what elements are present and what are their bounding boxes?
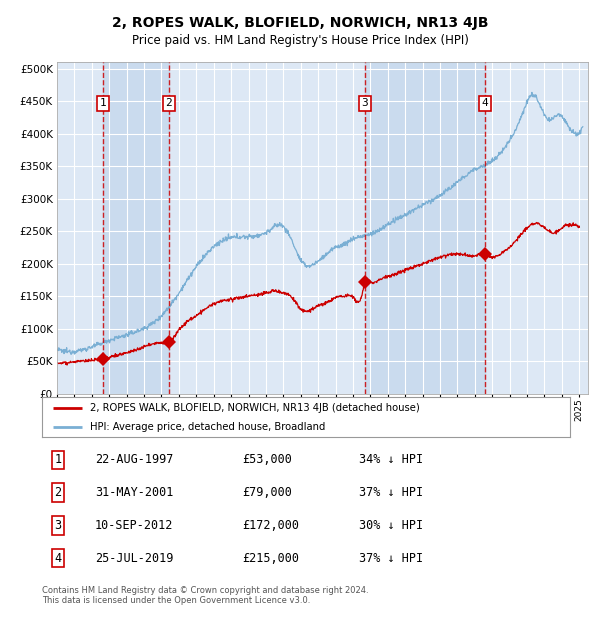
- Text: 1: 1: [54, 453, 61, 466]
- Text: 4: 4: [54, 552, 61, 565]
- Text: 1: 1: [100, 99, 106, 108]
- Text: 10-SEP-2012: 10-SEP-2012: [95, 519, 173, 532]
- Text: 37% ↓ HPI: 37% ↓ HPI: [359, 486, 423, 499]
- Text: £79,000: £79,000: [242, 486, 293, 499]
- Text: £215,000: £215,000: [242, 552, 299, 565]
- Text: 2: 2: [166, 99, 172, 108]
- Text: 25-JUL-2019: 25-JUL-2019: [95, 552, 173, 565]
- Text: 34% ↓ HPI: 34% ↓ HPI: [359, 453, 423, 466]
- Text: 4: 4: [481, 99, 488, 108]
- Text: 30% ↓ HPI: 30% ↓ HPI: [359, 519, 423, 532]
- Text: HPI: Average price, detached house, Broadland: HPI: Average price, detached house, Broa…: [89, 422, 325, 432]
- Text: £172,000: £172,000: [242, 519, 299, 532]
- Text: 31-MAY-2001: 31-MAY-2001: [95, 486, 173, 499]
- Text: Price paid vs. HM Land Registry's House Price Index (HPI): Price paid vs. HM Land Registry's House …: [131, 34, 469, 47]
- Text: 2: 2: [54, 486, 61, 499]
- Text: 22-AUG-1997: 22-AUG-1997: [95, 453, 173, 466]
- Text: 37% ↓ HPI: 37% ↓ HPI: [359, 552, 423, 565]
- Text: Contains HM Land Registry data © Crown copyright and database right 2024.
This d: Contains HM Land Registry data © Crown c…: [42, 586, 368, 605]
- Text: 3: 3: [362, 99, 368, 108]
- Text: £53,000: £53,000: [242, 453, 293, 466]
- Text: 3: 3: [54, 519, 61, 532]
- Text: 2, ROPES WALK, BLOFIELD, NORWICH, NR13 4JB (detached house): 2, ROPES WALK, BLOFIELD, NORWICH, NR13 4…: [89, 403, 419, 413]
- Bar: [365, 62, 485, 394]
- Bar: [103, 62, 169, 394]
- Text: 2, ROPES WALK, BLOFIELD, NORWICH, NR13 4JB: 2, ROPES WALK, BLOFIELD, NORWICH, NR13 4…: [112, 16, 488, 30]
